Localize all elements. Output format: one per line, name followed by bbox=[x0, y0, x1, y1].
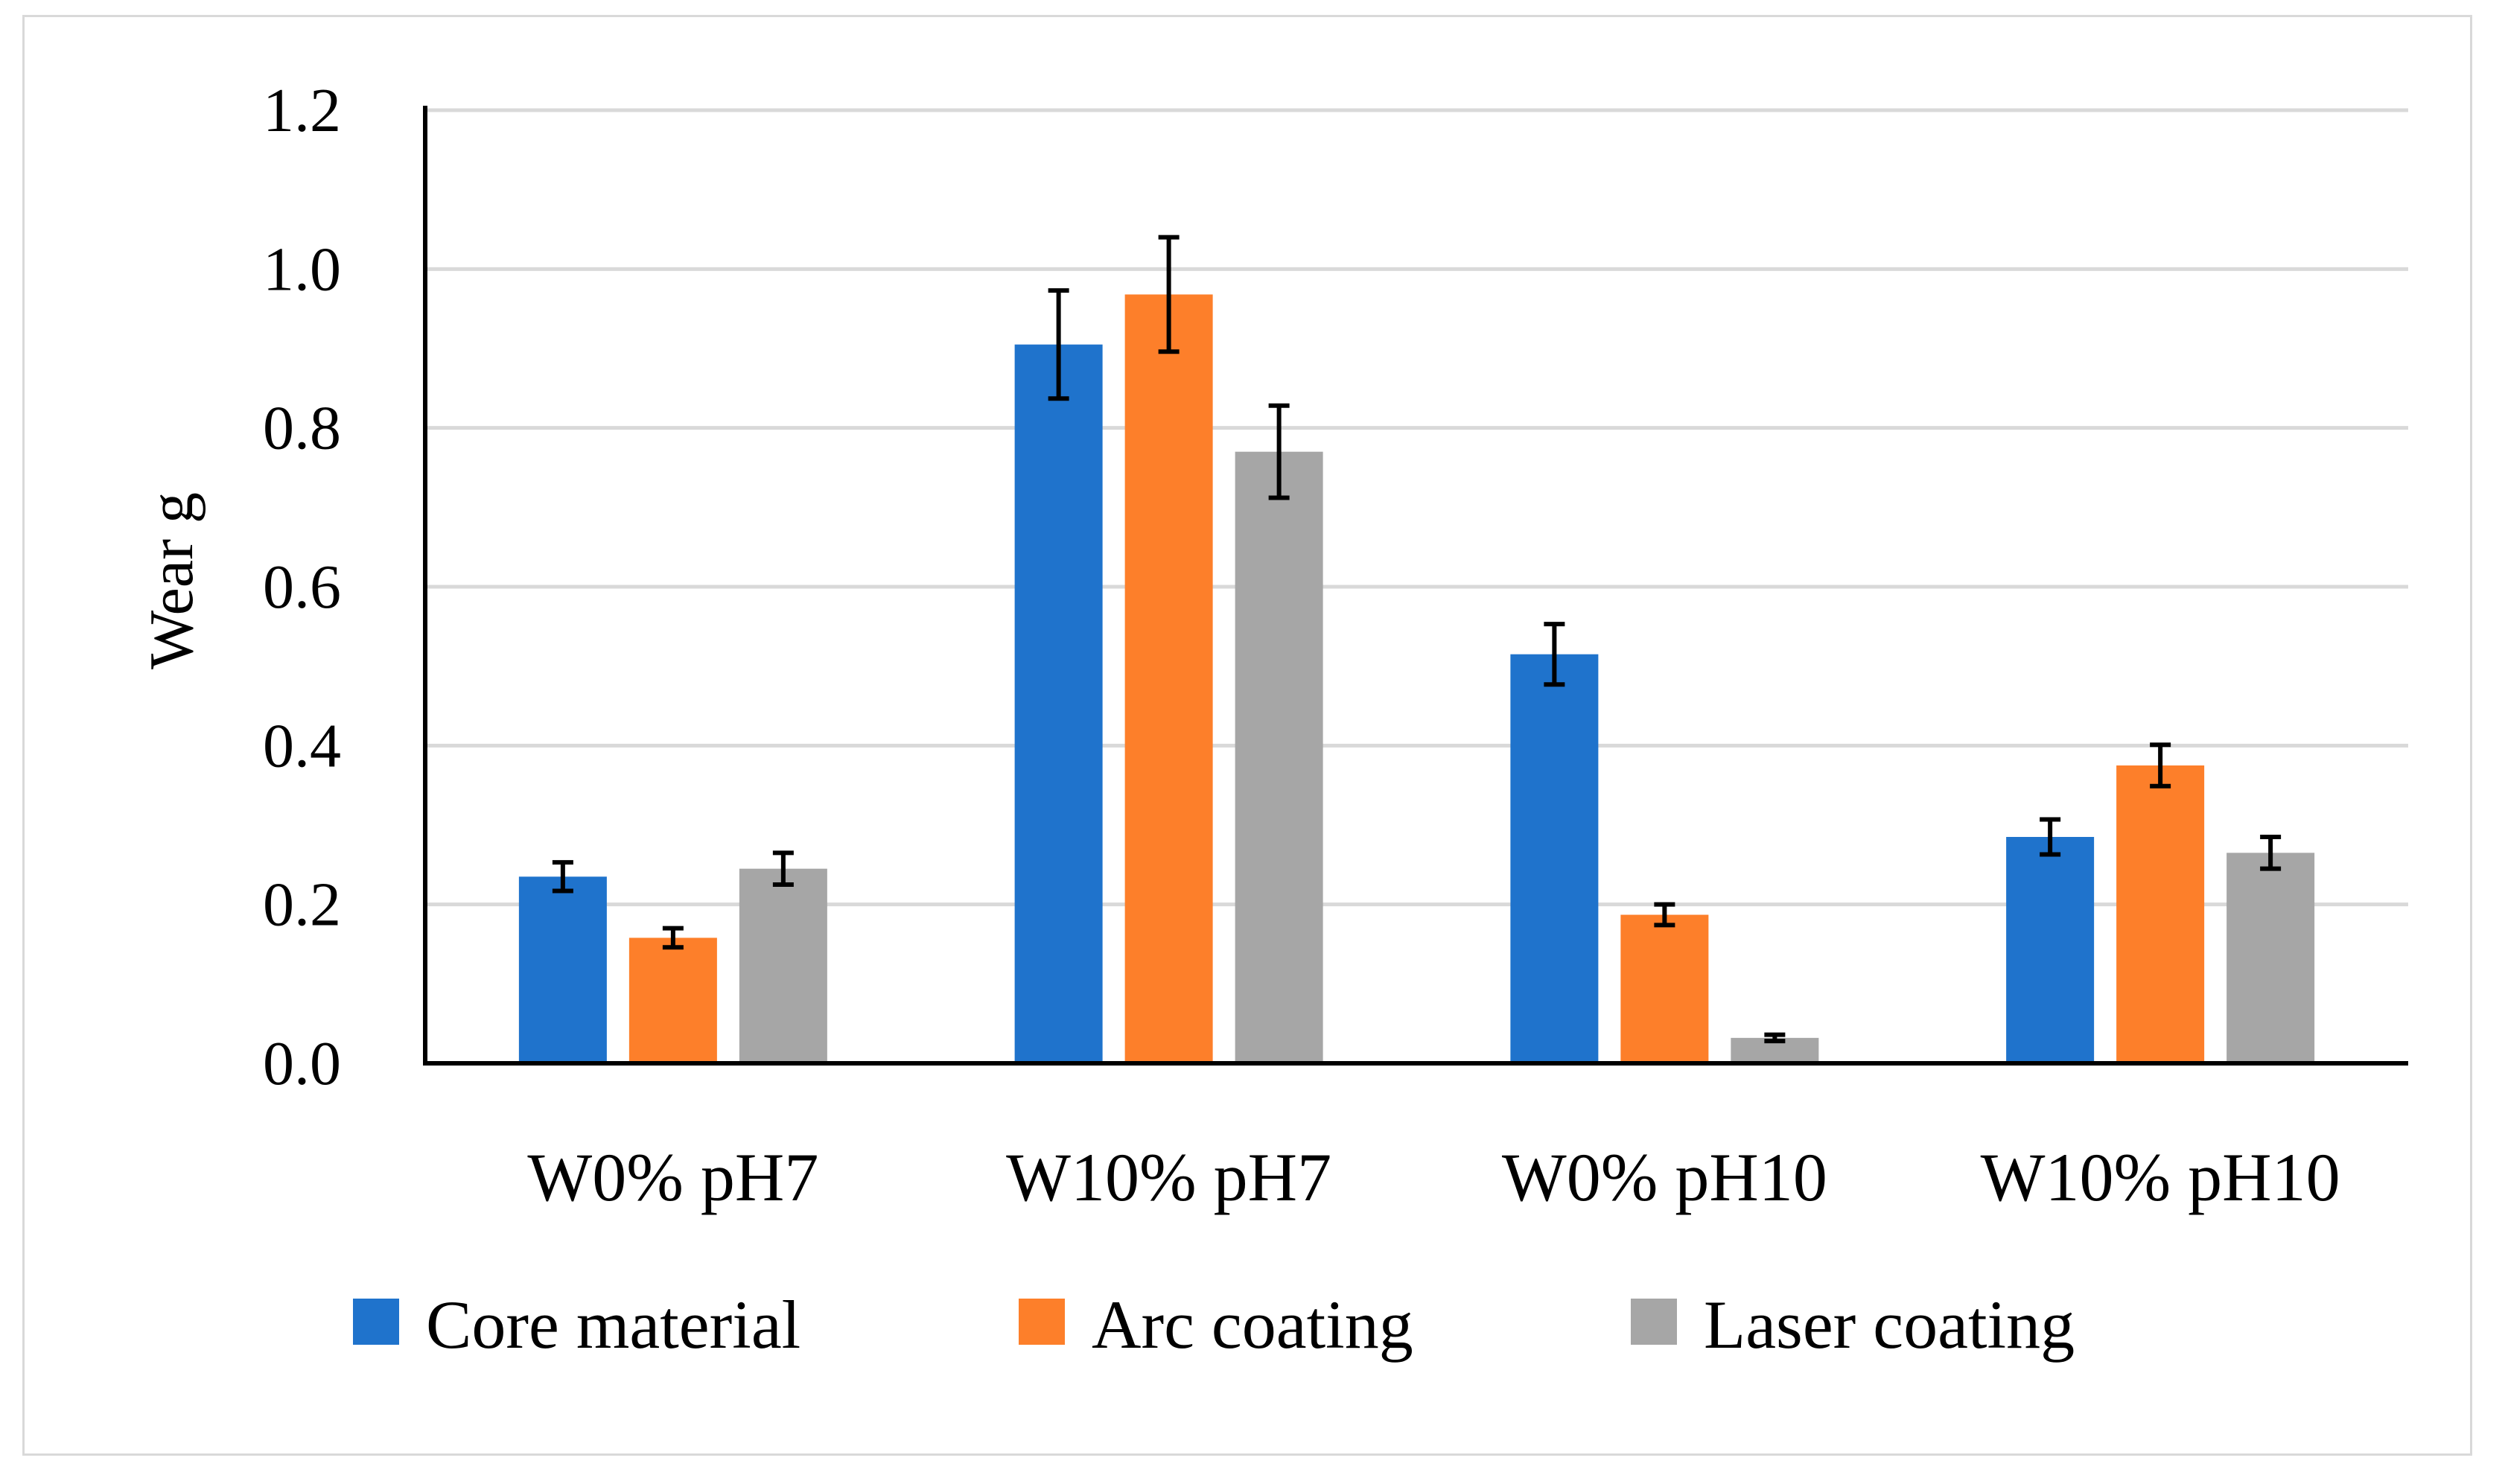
error-bar bbox=[2260, 835, 2282, 871]
error-bar bbox=[2040, 817, 2061, 857]
error-bar bbox=[1544, 622, 1565, 687]
error-bar bbox=[662, 926, 684, 950]
error-bar bbox=[1654, 902, 1675, 928]
legend-item: Arc coating bbox=[1019, 1287, 1413, 1363]
x-tick-label: W0% pH7 bbox=[527, 1139, 818, 1215]
legend-swatch bbox=[1019, 1299, 1065, 1345]
bar bbox=[1510, 654, 1599, 1063]
legend-label: Laser coating bbox=[1704, 1287, 2075, 1363]
bar bbox=[2006, 837, 2095, 1063]
bar bbox=[518, 876, 607, 1063]
bar bbox=[1014, 344, 1103, 1064]
y-tick-label: 1.0 bbox=[263, 235, 341, 304]
legend-swatch bbox=[353, 1299, 399, 1345]
error-bar bbox=[1764, 1032, 1786, 1044]
bar bbox=[739, 868, 827, 1063]
y-tick-label: 0.0 bbox=[263, 1029, 341, 1098]
error-bar bbox=[2150, 742, 2171, 789]
y-axis-title: Wear g bbox=[137, 492, 206, 669]
bar bbox=[628, 937, 717, 1063]
bar bbox=[1124, 294, 1213, 1063]
y-tick-label: 0.6 bbox=[263, 552, 341, 622]
legend-label: Core material bbox=[426, 1287, 800, 1363]
legend-item: Laser coating bbox=[1631, 1287, 2075, 1363]
legend-label: Arc coating bbox=[1092, 1287, 1413, 1363]
bar bbox=[1235, 451, 1323, 1063]
error-bar bbox=[772, 850, 794, 887]
bars bbox=[518, 235, 2315, 1064]
x-tick-label: W10% pH7 bbox=[1006, 1139, 1331, 1215]
y-tick-label: 0.4 bbox=[263, 711, 341, 780]
y-tick-label: 0.8 bbox=[263, 394, 341, 463]
error-bar bbox=[1048, 288, 1069, 401]
bar bbox=[2227, 853, 2315, 1063]
y-tick-label: 1.2 bbox=[263, 76, 341, 145]
x-tick-label: W10% pH10 bbox=[1981, 1139, 2340, 1215]
bar bbox=[1620, 914, 1709, 1063]
bar bbox=[2116, 765, 2205, 1063]
legend: Core material Arc coating Laser coating bbox=[353, 1287, 2075, 1363]
error-bar bbox=[1158, 235, 1180, 354]
y-tick-label: 0.2 bbox=[263, 870, 341, 940]
legend-item: Core material bbox=[353, 1287, 800, 1363]
x-tick-label: W0% pH10 bbox=[1502, 1139, 1827, 1215]
legend-swatch bbox=[1631, 1299, 1677, 1345]
axes bbox=[423, 106, 2408, 1066]
tick-labels: 0.0 0.2 0.4 0.6 0.8 1.0 1.2 W0% pH7 W10% pH7 W0% … bbox=[263, 76, 2340, 1215]
error-bar bbox=[1268, 403, 1290, 500]
error-bar bbox=[552, 860, 573, 894]
gridlines bbox=[425, 108, 2408, 907]
